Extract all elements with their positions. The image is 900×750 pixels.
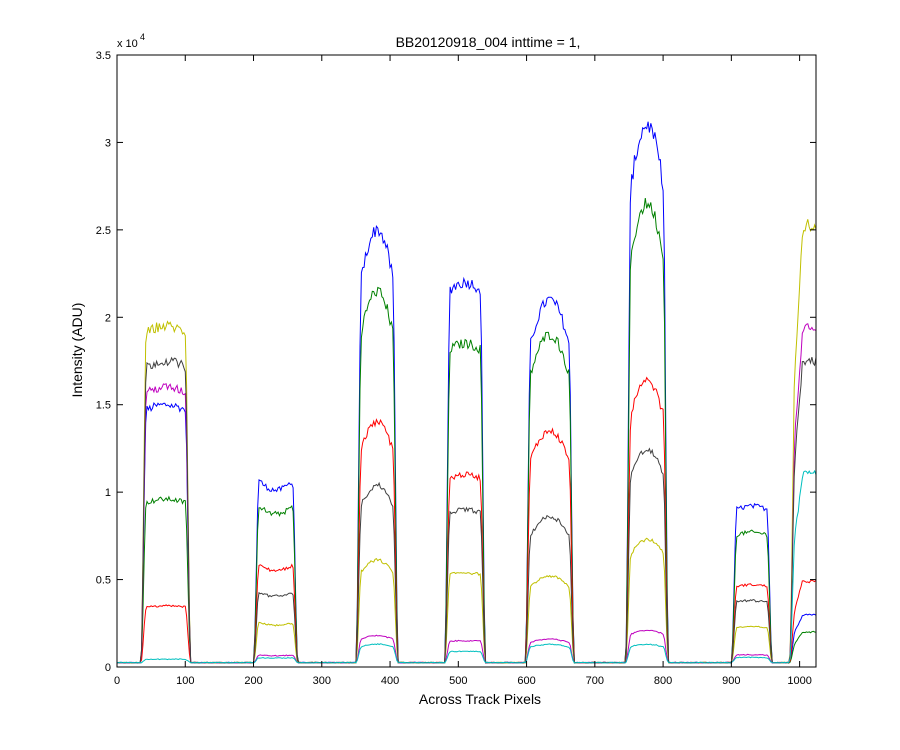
plot-frame	[116, 54, 817, 668]
y-exponent-power: 4	[140, 32, 145, 42]
y-tick-label: 2	[105, 312, 111, 324]
y-axis-ticks: 0 0.5 1 1.5 2 2.5 3 3.5	[96, 50, 816, 674]
x-axis-label: Across Track Pixels	[419, 691, 541, 707]
x-tick-label: 200	[244, 675, 262, 687]
x-tick-label: 800	[654, 675, 672, 687]
y-tick-label: 3.5	[96, 50, 111, 62]
x-tick-label: 400	[381, 675, 399, 687]
y-tick-label: 2.5	[96, 225, 111, 237]
y-tick-label: 3	[105, 137, 111, 149]
x-tick-label: 0	[114, 675, 120, 687]
series-line-7	[116, 469, 817, 664]
chart-title: BB20120918_004 inttime = 1,	[396, 34, 581, 50]
y-tick-label: 1.5	[96, 400, 111, 412]
y-exponent-base: x 10	[117, 38, 138, 50]
x-tick-label: 300	[313, 675, 331, 687]
y-tick-label: 0.5	[96, 575, 111, 587]
series-group	[116, 121, 817, 664]
x-tick-label: 700	[586, 675, 604, 687]
x-tick-label: 500	[449, 675, 467, 687]
y-tick-label: 0	[105, 662, 111, 674]
x-tick-label: 900	[722, 675, 740, 687]
x-tick-label: 100	[176, 675, 194, 687]
plot-area	[117, 55, 816, 667]
x-tick-label: 1000	[787, 675, 811, 687]
y-tick-label: 1	[105, 487, 111, 499]
x-tick-label: 600	[517, 675, 535, 687]
x-axis-ticks: 0 100 200 300 400 500 600 700 800 900 1000	[114, 55, 812, 687]
y-axis-label: Intensity (ADU)	[69, 303, 85, 398]
